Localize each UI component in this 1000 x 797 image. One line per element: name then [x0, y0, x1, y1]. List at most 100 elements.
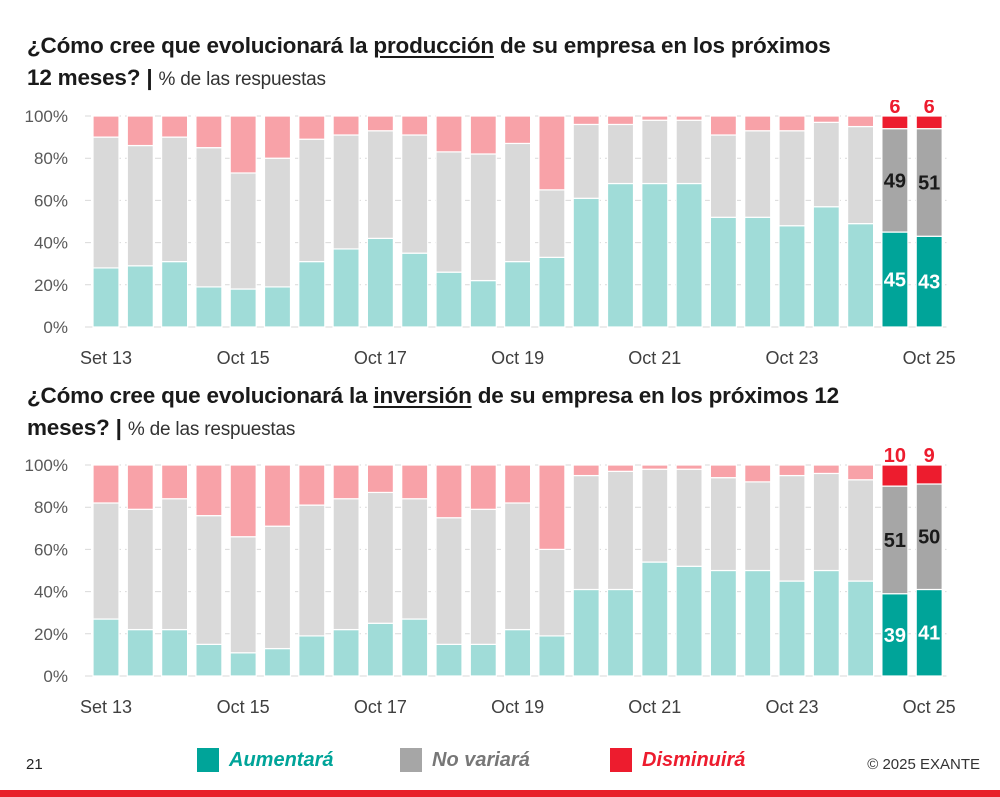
bar-segment-no-variara — [229, 536, 257, 654]
x-tick-label: Set 13 — [80, 348, 132, 368]
bar-segment-no-variara — [881, 485, 909, 595]
data-label-aumentara: 39 — [884, 625, 906, 647]
bar-segment-no-variara — [675, 468, 703, 567]
bar-segment-aumentara — [504, 628, 532, 677]
y-tick-label: 80% — [34, 498, 68, 517]
data-label-disminuira: 10 — [884, 448, 906, 467]
bar-segment-disminuira — [778, 464, 806, 477]
bar-segment-no-variara — [641, 468, 669, 563]
bar-segment-aumentara — [744, 216, 772, 328]
x-tick-label: Oct 15 — [217, 697, 270, 717]
bar-segment-aumentara — [675, 182, 703, 328]
chart-produccion: 0% 20% 40% 60% 80% 100% 45 49 6 43 51 6 Set 13 Oct 15… — [25, 100, 956, 368]
legend-swatch-disminuira — [610, 748, 632, 772]
bar-segment-disminuira — [469, 115, 497, 155]
bar-segment-aumentara — [812, 569, 840, 677]
bar-segment-no-variara — [915, 483, 943, 591]
bar-segment-disminuira — [641, 464, 669, 470]
bar-segment-aumentara — [298, 635, 326, 677]
bar-segment-no-variara — [504, 142, 532, 263]
bar-segment-disminuira — [298, 115, 326, 140]
bar-segment-disminuira — [881, 115, 909, 130]
bar-segment-no-variara — [401, 498, 429, 620]
legend-item-disminuira: Disminuirá — [610, 748, 745, 772]
page-number: 21 — [26, 756, 43, 773]
bar-segment-aumentara — [263, 647, 292, 677]
bar-segment-no-variara — [263, 525, 292, 650]
y-tick-label: 40% — [34, 234, 68, 253]
bar-segment-disminuira — [538, 464, 566, 551]
bar-segment-no-variara — [572, 474, 600, 591]
legend-label: Disminuirá — [642, 748, 746, 771]
title-subtitle: % de las respuestas — [158, 69, 326, 90]
bar-segment-aumentara — [401, 252, 429, 328]
bar-segment-disminuira — [744, 464, 772, 483]
y-tick-label: 40% — [34, 583, 68, 602]
data-label-no-variara: 51 — [918, 172, 940, 194]
bar-segment-aumentara — [606, 182, 635, 328]
bar-segment-disminuira — [606, 464, 635, 472]
bar-segment-disminuira — [469, 464, 497, 510]
bar-segment-aumentara — [366, 237, 394, 328]
bar-segment-no-variara — [469, 153, 497, 282]
bar-segment-no-variara — [435, 151, 463, 273]
bar-segment-aumentara — [744, 569, 772, 677]
legend-label: Aumentará — [229, 748, 334, 771]
x-tick-label: Oct 17 — [354, 697, 407, 717]
data-label-no-variara: 49 — [884, 170, 906, 192]
data-label-disminuira: 6 — [889, 100, 900, 118]
bar-segment-no-variara — [538, 189, 566, 258]
bar-segment-no-variara — [366, 130, 394, 239]
bar-segment-aumentara — [709, 216, 738, 328]
bar-segment-aumentara — [572, 197, 600, 328]
bar-segment-aumentara — [538, 256, 566, 328]
bar-segment-no-variara — [298, 138, 326, 263]
bar-segment-disminuira — [812, 115, 840, 123]
y-tick-label: 0% — [43, 318, 68, 337]
bar-segment-disminuira — [161, 464, 189, 500]
bar-segment-aumentara — [126, 628, 154, 677]
bar-segment-disminuira — [263, 115, 292, 159]
x-tick-label: Oct 25 — [903, 697, 956, 717]
title-separator: | — [115, 415, 122, 440]
bar-segment-no-variara — [812, 121, 840, 208]
bar-segment-no-variara — [812, 472, 840, 572]
bar-segment-disminuira — [126, 464, 154, 510]
x-tick-label: Oct 21 — [628, 697, 681, 717]
accent-bar — [0, 790, 1000, 797]
bar-segment-no-variara — [126, 508, 154, 631]
x-tick-label: Oct 19 — [491, 348, 544, 368]
bar-segment-disminuira — [92, 464, 120, 504]
bar-segment-no-variara — [332, 134, 360, 250]
data-label-aumentara: 41 — [918, 623, 940, 645]
bar-segment-disminuira — [504, 464, 532, 504]
bar-segment-aumentara — [435, 271, 463, 328]
bar-segment-no-variara — [195, 515, 223, 645]
bar-segment-aumentara — [401, 618, 429, 677]
bar-segment-aumentara — [469, 643, 497, 677]
data-label-no-variara: 50 — [918, 527, 940, 549]
bar-segment-disminuira — [538, 115, 566, 191]
bar-segment-aumentara — [229, 652, 257, 677]
bar-segment-no-variara — [161, 498, 189, 631]
bar-segment-aumentara — [778, 225, 806, 328]
bar-segment-aumentara — [195, 286, 223, 328]
bar-segment-no-variara — [366, 491, 394, 624]
bar-segment-no-variara — [538, 548, 566, 637]
y-tick-label: 100% — [25, 456, 68, 475]
bar-segment-aumentara — [161, 260, 189, 328]
bar-segment-no-variara — [572, 123, 600, 199]
bar-segment-aumentara — [366, 622, 394, 677]
bar-segment-no-variara — [126, 144, 154, 267]
bar-segment-aumentara — [435, 643, 463, 677]
title-separator: | — [146, 65, 153, 90]
bar-segment-no-variara — [606, 123, 635, 185]
y-tick-label: 60% — [34, 540, 68, 559]
bar-segment-aumentara — [812, 206, 840, 328]
x-tick-label: Oct 23 — [765, 697, 818, 717]
bar-segment-disminuira — [229, 115, 257, 174]
y-tick-label: 100% — [25, 107, 68, 126]
bar-segment-no-variara — [435, 517, 463, 645]
bar-segment-disminuira — [675, 115, 703, 121]
x-tick-label: Oct 15 — [217, 348, 270, 368]
